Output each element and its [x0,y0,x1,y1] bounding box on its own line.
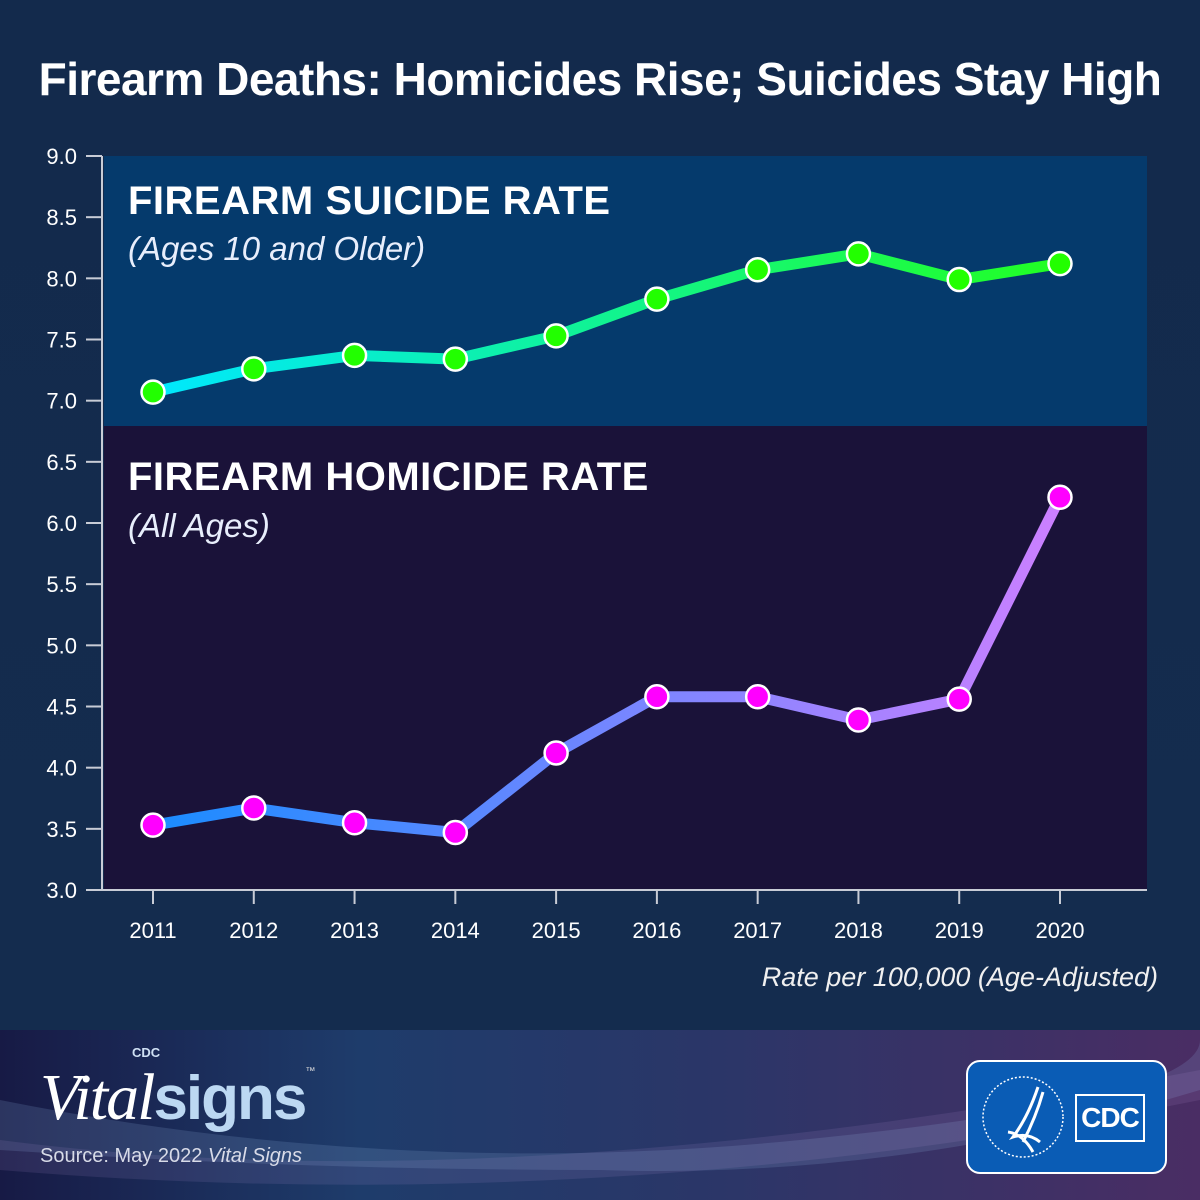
chart-title: Firearm Deaths: Homicides Rise; Suicides… [38,53,1162,105]
x-tick-label: 2019 [935,918,984,943]
x-tick-label: 2013 [330,918,379,943]
x-tick-label: 2018 [834,918,883,943]
homicide-panel-title: FIREARM HOMICIDE RATE [128,455,649,499]
y-tick-label: 3.5 [46,817,77,842]
x-tick-label: 2012 [229,918,278,943]
cdc-hhs-logo: CDC [966,1060,1167,1174]
suicide-data-point [1047,250,1073,277]
suicide-data-point [341,342,368,369]
y-tick-label: 4.0 [46,756,77,781]
suicide-data-point [744,257,771,283]
y-tick-label: 6.5 [46,450,77,475]
vital-signs-logo: CDC Vitalsigns™ [40,1045,316,1134]
decorative-swoosh [0,1040,1200,1185]
homicide-data-point [543,740,569,766]
y-tick-label: 4.5 [46,695,77,720]
homicide-data-point [644,683,670,710]
suicide-data-point [543,323,569,349]
x-tick-label: 2016 [632,918,681,943]
source-note: Source: May 2022 Vital Signs [40,1144,302,1168]
y-tick-label: 8.0 [46,266,77,291]
y-tick-label: 9.0 [46,144,77,169]
homicide-data-point [744,683,771,710]
suicide-data-point [140,379,166,405]
y-tick-label: 5.0 [46,633,77,658]
y-tick-label: 3.0 [46,878,77,903]
suicide-data-point [442,346,469,372]
y-tick-label: 7.0 [46,389,77,414]
y-tick-label: 6.0 [46,511,77,536]
x-tick-label: 2014 [431,918,480,943]
hhs-eagle-icon [982,1076,1064,1158]
homicide-data-point [140,812,166,838]
homicide-data-point [1047,484,1073,511]
logo-cdc-text: CDC [132,1045,161,1060]
x-tick-label: 2017 [733,918,782,943]
homicide-data-point [341,809,368,836]
x-tick-label: 2020 [1036,918,1085,943]
homicide-data-point [946,686,972,712]
suicide-data-point [845,241,872,267]
suicide-rate-line [151,248,1061,398]
suicide-data-point [644,286,670,312]
suicide-data-point [946,266,972,293]
line-chart: 3.0 3.5 4.0 4.5 5.0 5.5 6.0 6.5 7.0 7.5 8.0 8.5 9.0 2… [46,144,1147,943]
logo-signs-text: signs [153,1064,307,1133]
homicide-data-point [241,795,267,821]
suicide-panel-title: FIREARM SUICIDE RATE [128,179,611,223]
x-tick-label: 2015 [532,918,581,943]
suicide-panel-subtitle: (Ages 10 and Older) [128,230,426,267]
y-tick-label: 5.5 [46,572,77,597]
source-text: Source: May 2022 [40,1145,208,1167]
cdc-badge-text: CDC [1075,1094,1145,1142]
source-italic-text: Vital Signs [207,1145,303,1167]
logo-vital-text: Vital [40,1061,155,1134]
x-tick-label: 2011 [129,918,176,943]
y-axis-unit-note: Rate per 100,000 (Age-Adjusted) [761,962,1158,992]
homicide-data-point [442,819,469,846]
homicide-panel-subtitle: (All Ages) [128,507,270,544]
y-tick-label: 7.5 [46,328,77,353]
homicide-rate-line [152,494,1065,839]
suicide-panel-background [104,156,1147,426]
homicide-data-point [845,707,872,733]
y-tick-label: 8.5 [46,205,77,230]
suicide-data-point [241,356,267,382]
logo-trademark: ™ [305,1066,316,1077]
footer-banner: CDC Vitalsigns™ Source: May 2022 Vital S… [0,1030,1200,1200]
